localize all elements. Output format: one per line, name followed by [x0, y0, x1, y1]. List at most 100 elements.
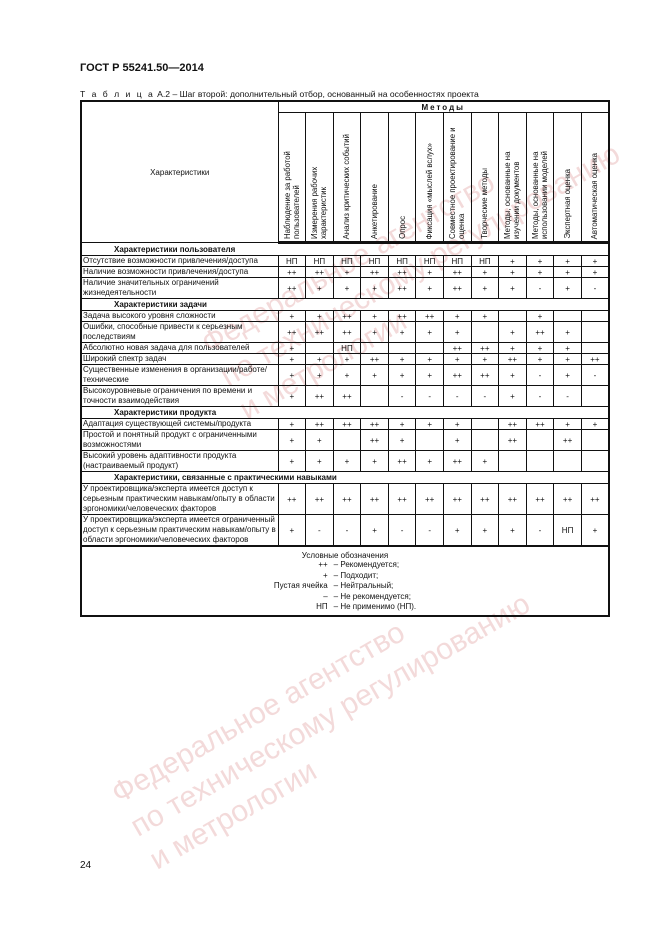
method-column-header: Анализ критических событий	[332, 112, 362, 244]
rating-cell: -	[525, 277, 555, 299]
rating-cell: ++	[360, 418, 389, 430]
rating-cell: +	[553, 255, 582, 267]
rating-cell: +	[553, 364, 582, 386]
method-name: Фиксация «мыслей вслух»	[425, 142, 435, 239]
rating-cell: +	[442, 514, 472, 547]
table-row: Отсутствие возможности привлечения/досту…	[80, 255, 610, 267]
rating-cell: +	[470, 266, 500, 278]
rating-cell: +	[470, 353, 500, 365]
rating-cell: ++	[442, 483, 472, 515]
rating-cell: ++	[442, 450, 472, 472]
rating-cell: -	[580, 364, 610, 386]
rating-cell: +	[305, 353, 334, 365]
legend-symbol: +	[322, 570, 328, 580]
rating-cell: -	[525, 364, 555, 386]
characteristic-label: Абсолютно новая задача для пользователей	[80, 342, 279, 354]
method-name: Совместное проектирование и оценка	[448, 127, 467, 239]
characteristic-label: У проектировщика/эксперта имеется доступ…	[80, 483, 279, 515]
rating-cell: ++	[470, 364, 500, 386]
rating-cell	[415, 342, 444, 354]
rating-cell	[580, 342, 610, 354]
rating-cell: +	[553, 277, 582, 299]
rating-cell	[360, 342, 389, 354]
table-row: Высокий уровень адаптивности продукта (н…	[80, 450, 610, 472]
rating-cell	[580, 385, 610, 407]
rating-cell: +	[553, 418, 582, 430]
rating-cell: +	[498, 266, 527, 278]
rating-cell: ++	[498, 418, 527, 430]
legend-meaning: – Не рекомендуется;	[333, 591, 411, 601]
rating-cell	[415, 429, 444, 451]
method-name: Автоматическая оценка	[590, 152, 600, 239]
method-column-header: Наблюдение за работой пользователей	[277, 112, 307, 244]
section-title: Характеристики пользователя	[80, 242, 610, 256]
caption-prefix: Т а б л и ц а	[80, 89, 155, 99]
rating-cell	[525, 429, 555, 451]
rating-cell: +	[415, 277, 444, 299]
rating-cell: ++	[553, 483, 582, 515]
rating-cell: ++	[498, 483, 527, 515]
rating-cell	[470, 418, 500, 430]
rating-cell	[553, 450, 582, 472]
section-row: Характеристики пользователя	[80, 242, 610, 256]
legend-symbol: ++	[318, 560, 328, 569]
legend-row: Условные обозначения ++ – Рекомендуется; + –…	[80, 545, 610, 616]
rating-cell: +	[498, 255, 527, 267]
rating-cell: +	[360, 321, 389, 343]
rating-cell: +	[415, 418, 444, 430]
table-row: Абсолютно новая задача для пользователей…	[80, 342, 610, 354]
method-name: Творческие методы	[480, 168, 490, 239]
table-row: Высокоуровневые ограничения по времени и…	[80, 385, 610, 407]
rating-cell: ++	[470, 342, 500, 354]
rating-cell: НП	[470, 255, 500, 267]
table-row: У проектировщика/эксперта имеется доступ…	[80, 483, 610, 515]
rating-cell: НП	[553, 514, 582, 547]
rating-cell: ++	[442, 342, 472, 354]
rating-cell: +	[277, 385, 307, 407]
characteristic-label: Простой и понятный продукт с ограниченны…	[80, 429, 279, 451]
table-row: Задача высокого уровня сложности + + ++ + ++ +…	[80, 310, 610, 322]
characteristic-label: Отсутствие возможности привлечения/досту…	[80, 255, 279, 267]
characteristic-label: Высокий уровень адаптивности продукта (н…	[80, 450, 279, 472]
rating-cell: +	[415, 450, 444, 472]
legend-title: Условные обозначения	[301, 551, 389, 560]
rating-cell: +	[580, 266, 610, 278]
rating-cell: +	[415, 353, 444, 365]
rating-cell: ++	[360, 429, 389, 451]
method-name: Методы, основанные на изучении документо…	[503, 151, 522, 239]
characteristic-label: Существенные изменения в организации/раб…	[80, 364, 279, 386]
rating-cell: НП	[415, 255, 444, 267]
rating-cell: ++	[332, 321, 362, 343]
section-title: Характеристики задачи	[80, 298, 610, 311]
rating-cell: ++	[332, 310, 362, 322]
rating-cell	[580, 450, 610, 472]
rating-cell: +	[525, 353, 555, 365]
rating-cell: +	[277, 353, 307, 365]
rating-cell: ++	[332, 483, 362, 515]
legend: Условные обозначения ++ – Рекомендуется; + –…	[80, 545, 610, 616]
document-title: ГОСТ Р 55241.50—2014	[80, 62, 204, 74]
rating-cell: +	[277, 418, 307, 430]
rating-cell: ++	[360, 483, 389, 515]
rating-cell: ++	[387, 277, 417, 299]
section-row: Характеристики задачи	[80, 298, 610, 311]
rating-cell: -	[387, 385, 417, 407]
rating-cell: +	[387, 353, 417, 365]
method-column-header: Совместное проектирование и оценка	[442, 112, 472, 244]
rating-cell: -	[387, 514, 417, 547]
rating-cell: +	[277, 429, 307, 451]
caption-text: А.2 – Шаг второй: дополнительный отбор, …	[154, 89, 479, 99]
rating-cell: +	[332, 277, 362, 299]
rating-cell: ++	[360, 353, 389, 365]
rating-cell: +	[415, 321, 444, 343]
rating-cell	[470, 321, 500, 343]
rating-cell: -	[415, 385, 444, 407]
section-row: Характеристики, связанные с практическим…	[80, 471, 610, 484]
section-title: Характеристики, связанные с практическим…	[80, 471, 610, 484]
rating-cell: ++	[360, 266, 389, 278]
method-column-header: Творческие методы	[470, 112, 500, 244]
legend-symbol: Пустая ячейка	[273, 581, 328, 590]
rating-cell: ++	[580, 483, 610, 515]
characteristic-label: Высокоуровневые ограничения по времени и…	[80, 385, 279, 407]
